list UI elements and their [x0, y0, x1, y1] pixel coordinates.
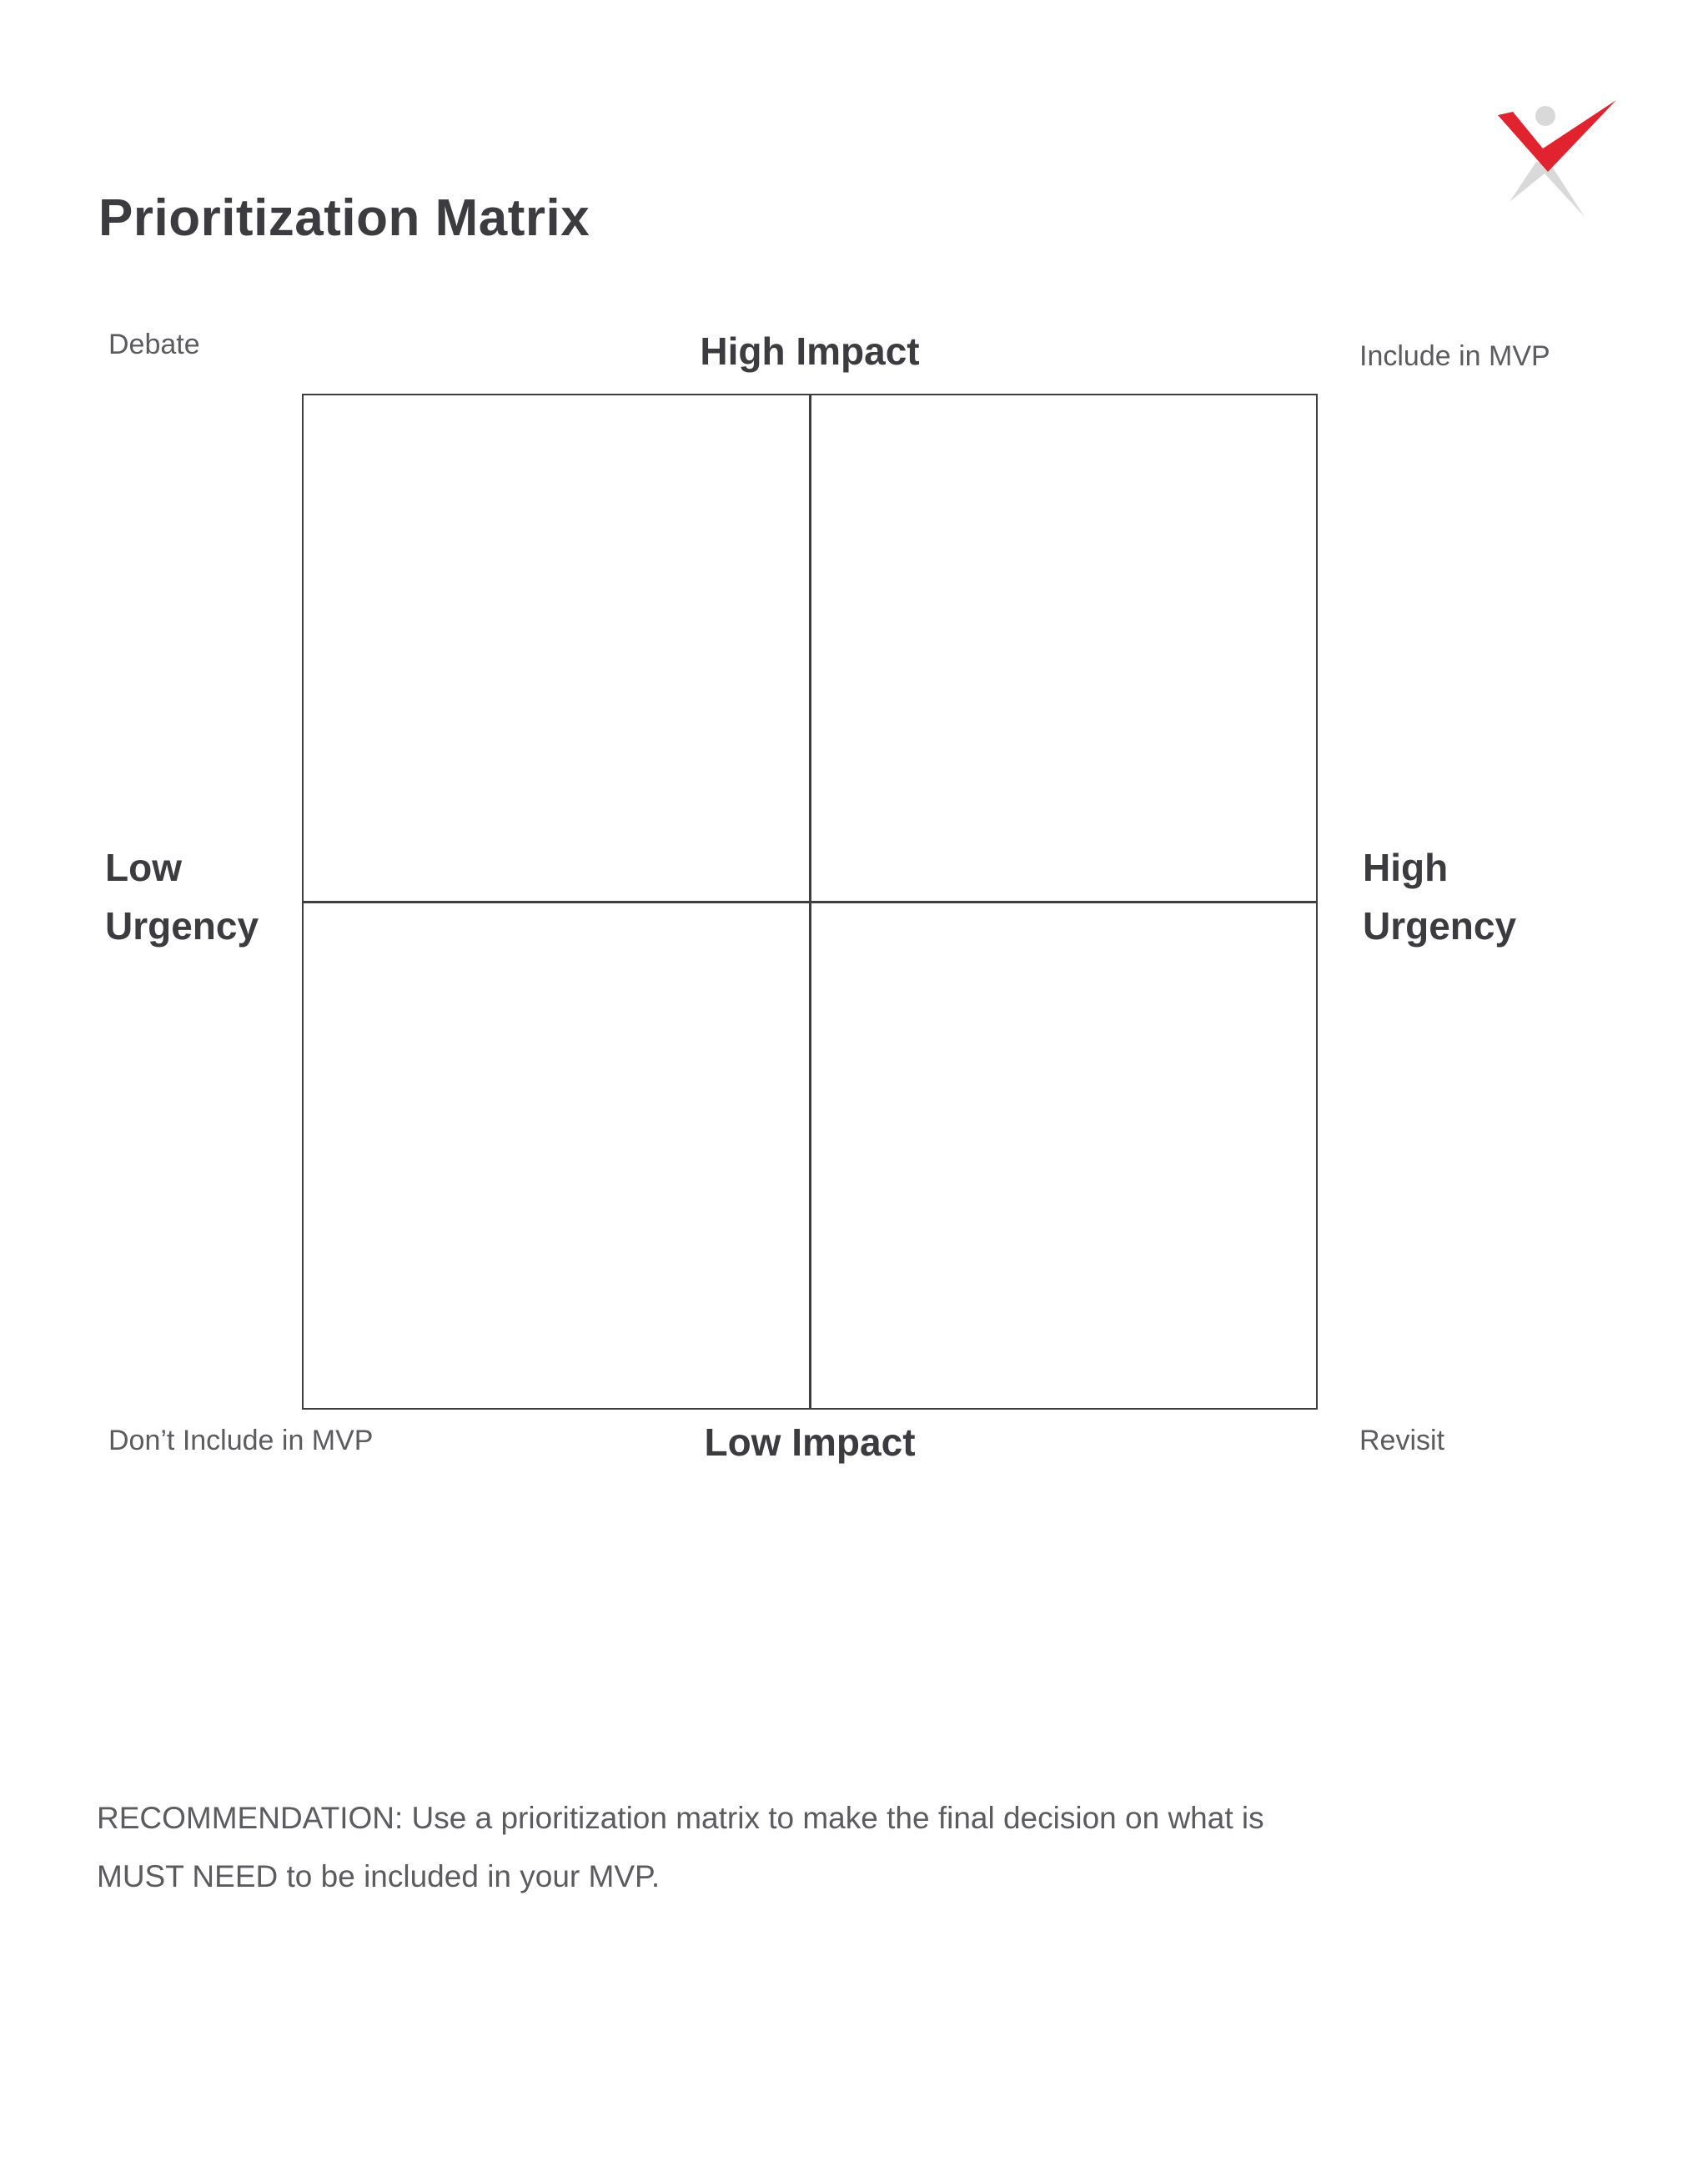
axis-label-high-impact: High Impact [700, 329, 920, 373]
corner-label-include-in-mvp: Include in MVP [1359, 340, 1550, 372]
axis-label-low-urgency: Low Urgency [105, 838, 259, 955]
logo-head [1535, 106, 1555, 126]
axis-label-high-urgency: High Urgency [1363, 838, 1516, 955]
recommendation-line: RECOMMENDATION: Use a prioritization mat… [97, 1801, 1264, 1835]
quadrant-include-in-mvp[interactable] [811, 395, 1318, 902]
axis-label-line: Low [105, 846, 182, 889]
checkmark-figure-logo [1498, 100, 1616, 217]
axis-label-line: Urgency [1363, 904, 1517, 948]
quadrant-debate[interactable] [304, 395, 810, 902]
logo-check-mark [1498, 100, 1616, 172]
axis-label-line: High [1363, 846, 1449, 889]
recommendation-line: MUST NEED to be included in your MVP. [97, 1859, 661, 1893]
corner-label-dont-include: Don’t Include in MVP [108, 1425, 374, 1456]
page-title: Prioritization Matrix [98, 189, 590, 247]
logo-shadow-shape [1510, 162, 1585, 217]
quadrant-revisit[interactable] [811, 903, 1318, 1410]
axis-label-line: Urgency [105, 904, 259, 948]
corner-label-revisit: Revisit [1359, 1425, 1445, 1456]
axis-label-low-impact: Low Impact [704, 1420, 916, 1464]
horizontal-divider [302, 901, 1318, 903]
recommendation-text: RECOMMENDATION: Use a prioritization mat… [97, 1789, 1381, 1906]
quadrant-dont-include[interactable] [304, 903, 810, 1410]
corner-label-debate: Debate [108, 329, 200, 360]
